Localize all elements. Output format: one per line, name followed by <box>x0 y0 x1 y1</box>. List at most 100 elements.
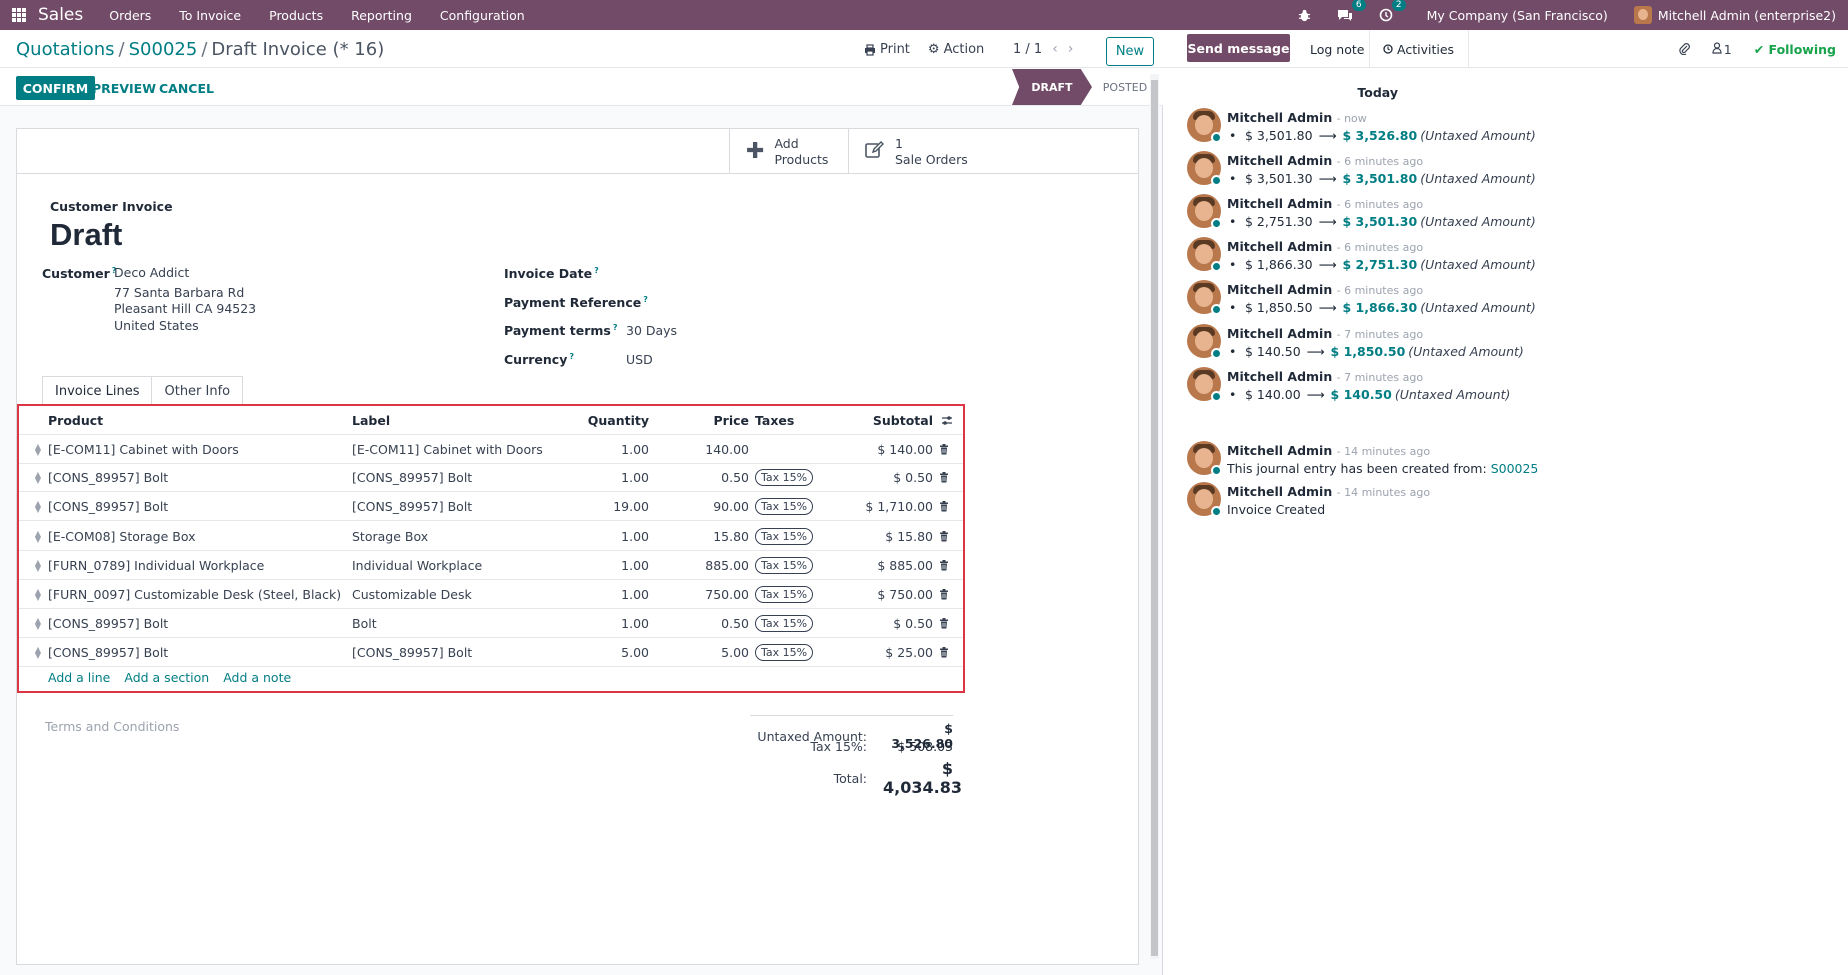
form-scrollbar[interactable] <box>1150 74 1159 959</box>
cell-product[interactable]: [CONS_89957] Bolt <box>48 470 169 485</box>
order-link[interactable]: S00025 <box>1490 461 1539 476</box>
trash-icon[interactable] <box>939 551 949 580</box>
table-row[interactable]: ▲ ▼ [FURN_0789] Individual Workplace Indivi… <box>19 551 963 580</box>
cell-label[interactable]: Bolt <box>352 616 377 631</box>
cell-price[interactable]: 5.00 <box>721 645 749 660</box>
col-label[interactable]: Label <box>352 413 391 428</box>
trash-icon[interactable] <box>939 522 949 551</box>
chevron-right-icon[interactable]: › <box>1067 41 1074 57</box>
cell-quantity[interactable]: 1.00 <box>621 616 649 631</box>
col-product[interactable]: Product <box>48 413 104 428</box>
cell-price[interactable]: 885.00 <box>705 558 749 573</box>
add-products-button[interactable]: ✚ Add Products <box>729 129 849 174</box>
following-button[interactable]: ✔ Following <box>1754 42 1836 57</box>
drag-handle-icon[interactable]: ▲ ▼ <box>34 616 42 631</box>
action-button[interactable]: ⚙ Action <box>928 42 984 57</box>
breadcrumb-order[interactable]: S00025 <box>128 39 198 60</box>
user-menu[interactable]: Mitchell Admin (enterprise2) <box>1633 6 1836 24</box>
cell-price[interactable]: 90.00 <box>713 499 749 514</box>
cell-price[interactable]: 0.50 <box>721 616 749 631</box>
app-name[interactable]: Sales <box>38 5 84 25</box>
invoice-date-input[interactable] <box>626 263 926 283</box>
menu-configuration[interactable]: Configuration <box>439 7 525 23</box>
cell-quantity[interactable]: 1.00 <box>621 558 649 573</box>
tab-invoice-lines[interactable]: Invoice Lines <box>42 376 153 406</box>
status-posted[interactable]: POSTED <box>1102 80 1148 94</box>
customer-field[interactable]: Deco Addict 77 Santa Barbara Rd Pleasant… <box>114 263 256 335</box>
column-settings-icon[interactable] <box>941 406 953 435</box>
cell-price[interactable]: 750.00 <box>705 587 749 602</box>
cell-quantity[interactable]: 1.00 <box>621 442 649 457</box>
cell-product[interactable]: [FURN_0097] Customizable Desk (Steel, Bl… <box>48 587 342 602</box>
cell-label[interactable]: Individual Workplace <box>352 558 483 573</box>
paperclip-icon[interactable] <box>1678 41 1690 58</box>
cell-label[interactable]: Storage Box <box>352 529 429 544</box>
table-row[interactable]: ▲ ▼ [E-COM08] Storage Box Storage Box 1.00 15… <box>19 522 963 551</box>
cell-price[interactable]: 0.50 <box>721 470 749 485</box>
avatar[interactable] <box>1187 367 1221 401</box>
cell-quantity[interactable]: 19.00 <box>613 499 649 514</box>
cell-label[interactable]: Customizable Desk <box>352 587 472 602</box>
menu-reporting[interactable]: Reporting <box>351 7 412 23</box>
payment-terms-field[interactable]: 30 Days <box>626 323 678 338</box>
cell-product[interactable]: [CONS_89957] Bolt <box>48 616 169 631</box>
table-row[interactable]: ▲ ▼ [CONS_89957] Bolt [CONS_89957] Bolt 19.0… <box>19 492 963 521</box>
cell-taxes[interactable]: Tax 15% <box>755 580 814 609</box>
cell-quantity[interactable]: 1.00 <box>621 529 649 544</box>
chevron-left-icon[interactable]: ‹ <box>1052 41 1058 57</box>
drag-handle-icon[interactable]: ▲ ▼ <box>34 499 42 514</box>
log-note-button[interactable]: Log note <box>1310 41 1365 57</box>
col-quantity[interactable]: Quantity <box>587 413 649 428</box>
menu-orders[interactable]: Orders <box>109 7 152 23</box>
terms-input[interactable]: Terms and Conditions <box>45 719 180 734</box>
trash-icon[interactable] <box>939 463 949 492</box>
sale-orders-button[interactable]: 1 Sale Orders <box>848 129 968 174</box>
cell-label[interactable]: [E-COM11] Cabinet with Doors <box>352 442 543 457</box>
print-button[interactable]: Print <box>864 42 910 57</box>
cancel-button[interactable]: CANCEL <box>159 80 214 96</box>
drag-handle-icon[interactable]: ▲ ▼ <box>34 587 42 602</box>
cell-product[interactable]: [FURN_0789] Individual Workplace <box>48 558 265 573</box>
cell-taxes[interactable]: Tax 15% <box>755 463 814 492</box>
payment-reference-input[interactable] <box>626 292 926 312</box>
avatar[interactable] <box>1187 108 1221 142</box>
bug-icon[interactable] <box>1298 9 1311 22</box>
add-section-link[interactable]: Add a section <box>124 670 210 685</box>
cell-product[interactable]: [E-COM08] Storage Box <box>48 529 196 544</box>
trash-icon[interactable] <box>939 435 949 464</box>
table-row[interactable]: ▲ ▼ [CONS_89957] Bolt Bolt 1.00 0.50 Tax 15% $ … <box>19 609 963 638</box>
followers-button[interactable]: 1 <box>1712 42 1732 57</box>
cell-product[interactable]: [E-COM11] Cabinet with Doors <box>48 442 239 457</box>
cell-taxes[interactable]: Tax 15% <box>755 609 814 638</box>
currency-field[interactable]: USD <box>626 352 653 367</box>
col-price[interactable]: Price <box>713 413 750 428</box>
cell-taxes[interactable]: Tax 15% <box>755 522 814 551</box>
menu-products[interactable]: Products <box>269 7 324 23</box>
messages-icon[interactable]: 6 <box>1337 0 1366 22</box>
cell-price[interactable]: 140.00 <box>705 442 749 457</box>
menu-to-invoice[interactable]: To Invoice <box>179 7 242 23</box>
add-line-link[interactable]: Add a line <box>48 670 111 685</box>
breadcrumb-quotations[interactable]: Quotations <box>16 39 115 60</box>
trash-icon[interactable] <box>939 492 949 521</box>
cell-taxes[interactable]: Tax 15% <box>755 638 814 667</box>
cell-quantity[interactable]: 1.00 <box>621 470 649 485</box>
cell-quantity[interactable]: 1.00 <box>621 587 649 602</box>
table-row[interactable]: ▲ ▼ [FURN_0097] Customizable Desk (Steel, … <box>19 580 963 609</box>
preview-button[interactable]: PREVIEW <box>92 80 156 96</box>
apps-menu-icon[interactable] <box>12 8 26 22</box>
cell-label[interactable]: [CONS_89957] Bolt <box>352 645 473 660</box>
col-subtotal[interactable]: Subtotal <box>872 413 933 428</box>
table-row[interactable]: ▲ ▼ [E-COM11] Cabinet with Doors [E-COM11] … <box>19 435 963 464</box>
trash-icon[interactable] <box>939 580 949 609</box>
cell-price[interactable]: 15.80 <box>713 529 749 544</box>
company-switcher[interactable]: My Company (San Francisco) <box>1426 7 1608 23</box>
cell-taxes[interactable]: Tax 15% <box>755 492 814 521</box>
trash-icon[interactable] <box>939 609 949 638</box>
activities-icon[interactable]: 2 <box>1379 0 1406 22</box>
table-row[interactable]: ▲ ▼ [CONS_89957] Bolt [CONS_89957] Bolt 5.00… <box>19 638 963 667</box>
status-draft[interactable]: DRAFT <box>1012 69 1092 105</box>
new-button[interactable]: New <box>1106 37 1154 66</box>
cell-label[interactable]: [CONS_89957] Bolt <box>352 499 473 514</box>
drag-handle-icon[interactable]: ▲ ▼ <box>34 470 42 485</box>
